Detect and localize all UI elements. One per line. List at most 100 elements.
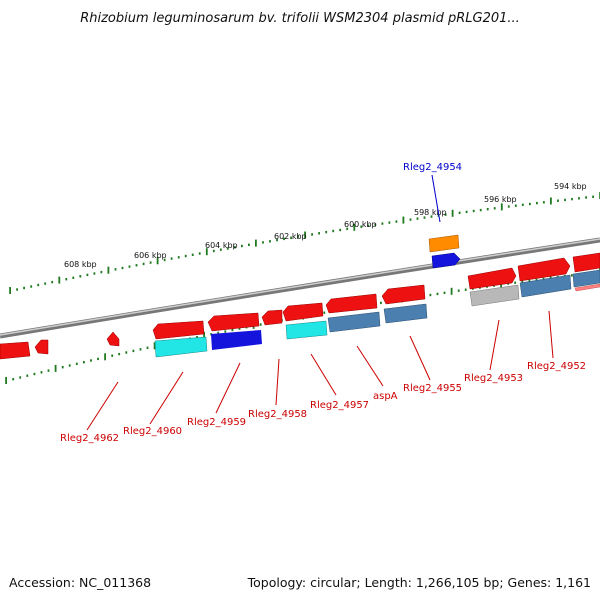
map-title: Rhizobium leguminosarum bv. trifolii WSM… [80, 11, 520, 26]
feature-cyan-4957[interactable] [285, 320, 328, 340]
feature-steel-4951[interactable] [572, 269, 600, 288]
gene-arrow-4963[interactable] [0, 341, 31, 360]
ruler-minor-tick [514, 281, 517, 284]
ruler-minor-tick [507, 205, 510, 208]
kbp-label-602: 602 kbp [274, 232, 307, 241]
feature-steel-4955[interactable] [383, 303, 428, 324]
kbp-labels: 608 kbp 606 kbp 604 kbp 602 kbp 600 kbp … [64, 182, 587, 269]
kbp-label-598: 598 kbp [414, 208, 447, 217]
ruler-minor-tick [374, 223, 377, 226]
feature-gray-4953[interactable] [469, 284, 520, 307]
ruler-minor-tick [231, 328, 234, 332]
ruler-minor-tick [83, 361, 85, 364]
gene-arrow-4951[interactable] [572, 252, 600, 273]
ruler-minor-tick [457, 289, 460, 292]
ruler-major-tick [549, 274, 552, 281]
ruler-major-tick [255, 239, 257, 247]
ruler-minor-tick [536, 201, 538, 205]
ruler-major-tick [550, 197, 552, 205]
ruler-minor-tick [125, 351, 128, 354]
ruler-minor-tick [139, 348, 142, 351]
ruler-major-tick [402, 216, 405, 224]
ruler-major-tick [153, 342, 156, 350]
ruler-minor-tick [111, 354, 114, 357]
gene-label-Rleg2_4960[interactable]: Rleg2_4960 [123, 426, 182, 437]
ruler-minor-tick [571, 197, 573, 201]
ruler-minor-tick [163, 258, 166, 262]
ruler-minor-tick [529, 202, 531, 206]
gene-arrow-4954[interactable] [431, 252, 461, 269]
ruler-minor-tick [430, 215, 433, 218]
ruler-minor-tick [409, 218, 412, 221]
gene-label-Rleg2_4957[interactable]: Rleg2_4957 [310, 400, 369, 411]
ruler-minor-tick [521, 280, 524, 283]
ruler-minor-tick [217, 331, 220, 335]
gene-arrow-4952[interactable] [517, 257, 571, 282]
gene-label-Rleg2_4953[interactable]: Rleg2_4953 [464, 373, 523, 384]
gene-label-Rleg2_4955[interactable]: Rleg2_4955 [403, 383, 462, 394]
gene-arrow-4953[interactable] [467, 267, 517, 290]
feature-steel-4952[interactable] [519, 274, 572, 298]
ruler-minor-tick [542, 277, 545, 281]
ruler-minor-tick [97, 357, 99, 361]
ruler-minor-tick [429, 293, 432, 297]
gene-arrow-4958[interactable] [261, 309, 283, 326]
ruler-minor-tick [33, 372, 36, 376]
ruler-minor-tick [493, 207, 496, 210]
gene-label-Rleg2_4959[interactable]: Rleg2_4959 [187, 417, 246, 428]
gene-arrow-4961[interactable] [106, 331, 120, 347]
accession-text: Accession: NC_011368 [9, 575, 152, 590]
ruler-minor-tick [535, 278, 538, 282]
ruler-major-tick [500, 203, 503, 211]
ruler-minor-tick [443, 291, 446, 294]
gene-arrow-aspA[interactable] [325, 293, 378, 314]
feature-steel-aspA[interactable] [327, 311, 381, 333]
ruler-minor-tick [564, 198, 566, 202]
ruler-minor-tick [234, 246, 236, 249]
ruler-minor-tick [311, 233, 313, 236]
ruler-minor-tick [26, 374, 29, 377]
ruler-minor-tick [592, 195, 594, 198]
ruler-minor-tick [585, 196, 587, 199]
gene-label-Rleg2_4954[interactable]: Rleg2_4954 [403, 162, 462, 173]
gene-arrow-4957[interactable] [282, 302, 324, 322]
ruler-minor-tick [47, 369, 50, 372]
ruler-minor-tick [170, 257, 173, 260]
ruler-minor-tick [68, 364, 71, 367]
feature-orange-4954[interactable] [428, 234, 460, 253]
feature-blue-4959[interactable] [211, 330, 262, 350]
gene-arrow-4962[interactable] [34, 339, 49, 355]
ruler-minor-tick [16, 288, 18, 291]
ruler-minor-tick [114, 268, 117, 271]
feature-cyan-4960[interactable] [154, 336, 208, 358]
gene-arrow-4959[interactable] [207, 312, 260, 332]
ruler-minor-tick [276, 238, 278, 242]
ruler-minor-tick [191, 253, 194, 256]
ruler-minor-tick [149, 261, 152, 264]
ruler-minor-tick [325, 230, 328, 234]
ruler-minor-tick [360, 225, 363, 228]
ruler-minor-tick [79, 275, 82, 278]
ruler-minor-tick [44, 282, 47, 285]
ruler-minor-tick [142, 262, 145, 266]
gene-label-Rleg2_4962[interactable]: Rleg2_4962 [60, 433, 119, 444]
ruler-minor-tick [318, 232, 320, 235]
ruler-major-tick [205, 248, 208, 256]
gene-label-Rleg2_4952[interactable]: Rleg2_4952 [527, 361, 586, 372]
gene-arrow-4960[interactable] [152, 320, 205, 340]
ruler-major-tick [58, 276, 61, 284]
ruler-minor-tick [224, 330, 227, 333]
gene-label-aspA[interactable]: aspA [373, 391, 398, 402]
ruler-minor-tick [30, 285, 33, 288]
feature-pink-4951[interactable] [574, 283, 600, 292]
ruler-minor-tick [528, 279, 531, 282]
ruler-minor-tick [416, 217, 419, 220]
kbp-label-596: 596 kbp [484, 195, 517, 204]
ruler-minor-tick [72, 276, 75, 279]
ruler-minor-tick [51, 280, 54, 284]
gene-arrow-4955[interactable] [381, 284, 426, 305]
gene-label-Rleg2_4958[interactable]: Rleg2_4958 [248, 409, 307, 420]
ruler-minor-tick [380, 301, 382, 305]
ruler-major-tick [156, 257, 159, 265]
